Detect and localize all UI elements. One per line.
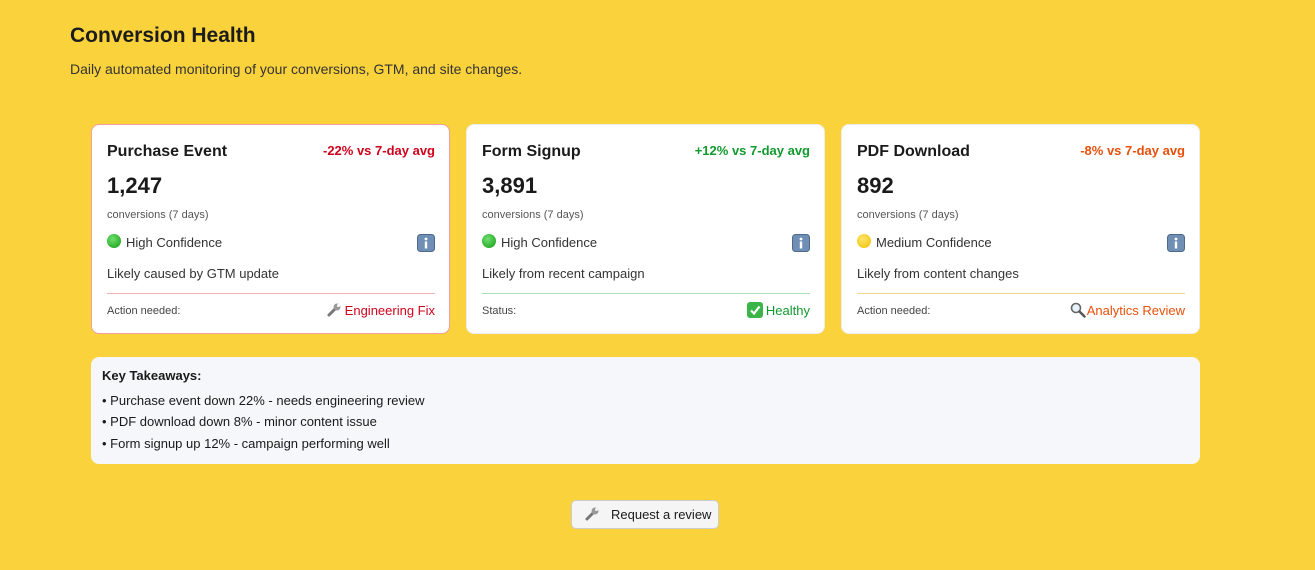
note: Likely from recent campaign: [482, 266, 645, 281]
card-title: Purchase Event: [107, 143, 228, 160]
change: -22% vs 7-day avg: [322, 143, 435, 158]
confidence: High Confidence: [501, 235, 598, 250]
footer-value: Healthy: [765, 303, 810, 318]
confidence: High Confidence: [126, 235, 223, 250]
count-label: conversions (7 days): [482, 209, 584, 221]
divider: [857, 293, 1185, 294]
note: Likely caused by GTM update: [107, 266, 279, 281]
request-review-button[interactable]: Request a review: [571, 500, 719, 529]
confidence-dot: [107, 234, 121, 248]
footer-label: Action needed:: [107, 305, 181, 317]
page-subtitle: Daily automated monitoring of your conve…: [70, 61, 523, 77]
count: 892: [857, 173, 894, 198]
footer-label: Status:: [482, 305, 517, 317]
check-icon: [747, 302, 763, 318]
footer-value: Analytics Review: [1086, 303, 1185, 318]
count: 3,891: [482, 173, 538, 198]
metric-card: Purchase Event -22% vs 7-day avg 1,247 c…: [91, 124, 450, 334]
takeaways-title: Key Takeaways:: [102, 368, 202, 383]
count: 1,247: [107, 173, 163, 198]
confidence: Medium Confidence: [876, 235, 992, 250]
confidence-dot: [857, 234, 871, 248]
takeaways-box: Key Takeaways: • Purchase event down 22%…: [91, 357, 1200, 464]
note: Likely from content changes: [857, 266, 1019, 281]
page-title: Conversion Health: [70, 24, 256, 47]
wrench-icon: [585, 507, 599, 521]
count-label: conversions (7 days): [107, 209, 209, 221]
footer-value: Engineering Fix: [344, 303, 435, 318]
divider: [107, 293, 435, 294]
metric-card: Form Signup +12% vs 7-day avg 3,891 conv…: [466, 124, 825, 334]
change: +12% vs 7-day avg: [694, 143, 810, 158]
info-icon[interactable]: [417, 234, 435, 252]
takeaway-item: • Form signup up 12% - campaign performi…: [102, 436, 390, 451]
info-icon[interactable]: [792, 234, 810, 252]
takeaway-item: • Purchase event down 22% - needs engine…: [102, 393, 425, 408]
button-label[interactable]: Request a review: [611, 507, 712, 522]
count-label: conversions (7 days): [857, 209, 959, 221]
takeaway-item: • PDF download down 8% - minor content i…: [102, 414, 377, 429]
wrench-icon: [327, 303, 341, 317]
search-icon: [1070, 302, 1086, 318]
change: -8% vs 7-day avg: [1080, 143, 1185, 158]
divider: [482, 293, 810, 294]
card-title: PDF Download: [857, 143, 970, 160]
confidence-dot: [482, 234, 496, 248]
card-title: Form Signup: [482, 143, 581, 160]
footer-label: Action needed:: [857, 305, 931, 317]
metric-card: PDF Download -8% vs 7-day avg 892 conver…: [841, 124, 1200, 334]
info-icon[interactable]: [1167, 234, 1185, 252]
